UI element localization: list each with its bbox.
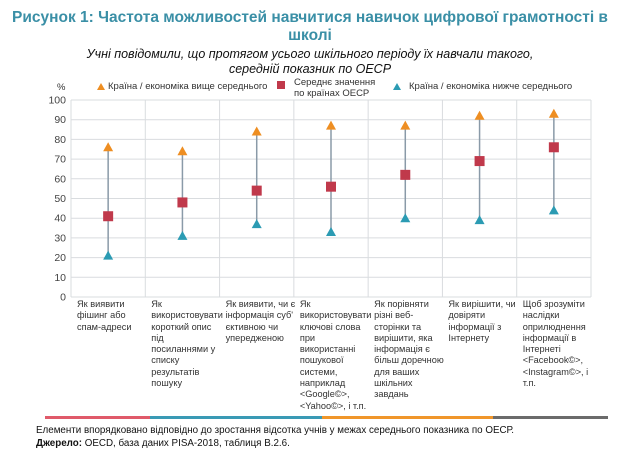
- category-label: Як використовувати короткий опис під пос…: [151, 299, 223, 389]
- category-label: Як використовувати ключові слова при вик…: [299, 299, 372, 411]
- y-tick-label: 0: [60, 292, 66, 304]
- ordering-note: Елементи впорядковано відповідно до зрос…: [36, 425, 514, 436]
- below-average-marker: [177, 230, 188, 240]
- below-average-marker: [400, 213, 411, 223]
- legend-item-mean: Середнє значення по країнах ОЕСР: [277, 77, 375, 99]
- above-average-marker: [474, 110, 485, 120]
- category-label: Як вирішити, чи довіряти інформації з Ін…: [448, 299, 516, 343]
- legend-label-below: Країна / економіка нижче середнього: [409, 81, 573, 92]
- legend-item-above: Країна / економіка вище середнього: [97, 81, 267, 92]
- oecd-mean-marker: [474, 156, 485, 167]
- legend-item-below: Країна / економіка нижче середнього: [393, 81, 572, 92]
- y-tick-label: 50: [54, 193, 66, 205]
- band-segment: [150, 416, 322, 419]
- category-label: Як виявити, чи є інформація суб' єктивно…: [225, 299, 296, 343]
- chart-legend: Країна / економіка вище середнього Серед…: [0, 77, 620, 101]
- figure-title: Рисунок 1: Частота можливостей навчитися…: [12, 9, 608, 44]
- below-average-marker: [103, 250, 114, 260]
- oecd-mean-marker: [177, 197, 188, 208]
- blue-triangle-icon: [393, 83, 401, 90]
- y-tick-label: 90: [54, 114, 66, 126]
- y-tick-label: 80: [54, 134, 66, 146]
- oecd-mean-marker: [326, 181, 336, 192]
- y-tick-label: 10: [54, 272, 66, 284]
- figure-notes: Елементи впорядковано відповідно до зрос…: [36, 425, 514, 450]
- subtitle-line-1: Учні повідомили, що протягом усього шкіл…: [86, 47, 534, 61]
- below-average-marker: [326, 226, 336, 236]
- orange-triangle-icon: [97, 83, 105, 90]
- source-label: Джерело:: [36, 437, 83, 449]
- oecd-mean-marker: [251, 185, 262, 196]
- above-average-marker: [251, 126, 262, 136]
- legend-label-mean-line2: по країнах ОЕСР: [294, 88, 370, 99]
- y-tick-label: 30: [54, 232, 66, 244]
- legend-label-mean: Середнє значення по країнах ОЕСР: [294, 77, 375, 99]
- band-segment: [322, 416, 493, 419]
- category-label: Щоб зрозуміти наслідки оприлюднення інфо…: [522, 299, 589, 389]
- y-tick-label: 60: [54, 173, 66, 185]
- above-average-marker: [177, 146, 188, 156]
- above-average-marker: [103, 142, 114, 152]
- legend-label-above: Країна / економіка вище середнього: [108, 81, 268, 92]
- above-average-marker: [400, 120, 411, 130]
- red-square-icon: [277, 81, 285, 89]
- figure-subtitle: Учні повідомили, що протягом усього шкіл…: [0, 47, 620, 77]
- band-segment: [45, 416, 150, 419]
- y-tick-label: 70: [54, 154, 66, 166]
- below-average-marker: [474, 215, 485, 225]
- subtitle-line-2: середній показник по ОЕСР: [228, 62, 392, 76]
- band-segment: [493, 416, 608, 419]
- category-label: Як виявити фішинг або спам-адреси: [77, 299, 132, 332]
- below-average-marker: [548, 205, 559, 215]
- source-text: OECD, база даних PISA-2018, таблиця B.2.…: [82, 437, 290, 449]
- oecd-mean-marker: [103, 211, 114, 222]
- legend-label-mean-line1: Середнє значення: [294, 77, 376, 88]
- above-average-marker: [548, 108, 559, 118]
- y-tick-label: 20: [54, 252, 66, 264]
- oecd-mean-marker: [548, 142, 559, 153]
- y-tick-label: 100: [48, 95, 66, 107]
- y-axis-unit-label: %: [57, 82, 66, 93]
- category-label: Як порівняти різні веб-сторінки та виріш…: [374, 299, 444, 400]
- above-average-marker: [326, 120, 336, 130]
- oecd-mean-marker: [400, 169, 411, 180]
- below-average-marker: [251, 219, 262, 229]
- y-tick-label: 40: [54, 213, 66, 225]
- source-note: Джерело: OECD, база даних PISA-2018, таб…: [36, 438, 514, 451]
